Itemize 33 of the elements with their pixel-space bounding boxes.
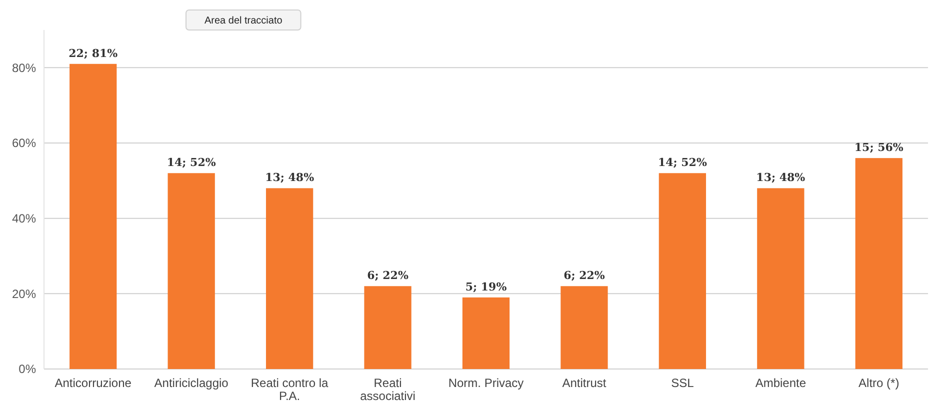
data-label: 14; 52% bbox=[658, 156, 708, 170]
data-label: 13; 48% bbox=[265, 171, 315, 184]
x-tick-label: Ambiente bbox=[755, 376, 806, 390]
x-tick-label: Antiriciclaggio bbox=[154, 376, 229, 390]
x-tick-label: Anticorruzione bbox=[54, 376, 132, 390]
bar bbox=[70, 64, 117, 369]
x-tick-label: Reati contro la P.A. bbox=[250, 376, 329, 403]
data-label: 6; 22% bbox=[367, 269, 409, 282]
x-tick-label: SSL bbox=[671, 376, 694, 390]
bar bbox=[560, 286, 608, 369]
data-label: 15; 56% bbox=[854, 141, 904, 154]
data-label: 5; 19% bbox=[465, 280, 508, 294]
bar bbox=[658, 173, 706, 369]
y-tick-label: 60% bbox=[12, 136, 36, 150]
x-tick-label: Reati associativi bbox=[360, 376, 416, 403]
x-tick-label: Antitrust bbox=[562, 376, 607, 390]
y-tick-label: 80% bbox=[12, 60, 36, 75]
data-label: 6; 22% bbox=[564, 269, 606, 282]
bar bbox=[168, 173, 215, 369]
bar bbox=[757, 188, 804, 369]
data-label: 22; 81% bbox=[68, 46, 118, 60]
data-label: 13; 48% bbox=[756, 171, 806, 184]
bar bbox=[266, 188, 314, 369]
y-tick-label: 0% bbox=[18, 362, 36, 376]
data-label: 14; 52% bbox=[166, 156, 216, 170]
bar bbox=[364, 286, 412, 369]
y-tick-label: 20% bbox=[12, 286, 36, 301]
x-tick-label: Norm. Privacy bbox=[448, 376, 524, 390]
bar bbox=[462, 297, 510, 369]
y-tick-label: 40% bbox=[12, 212, 36, 226]
tooltip-label: Area del tracciato bbox=[186, 10, 302, 30]
x-tick-label: Altro (*) bbox=[858, 376, 900, 390]
bar bbox=[855, 158, 902, 369]
